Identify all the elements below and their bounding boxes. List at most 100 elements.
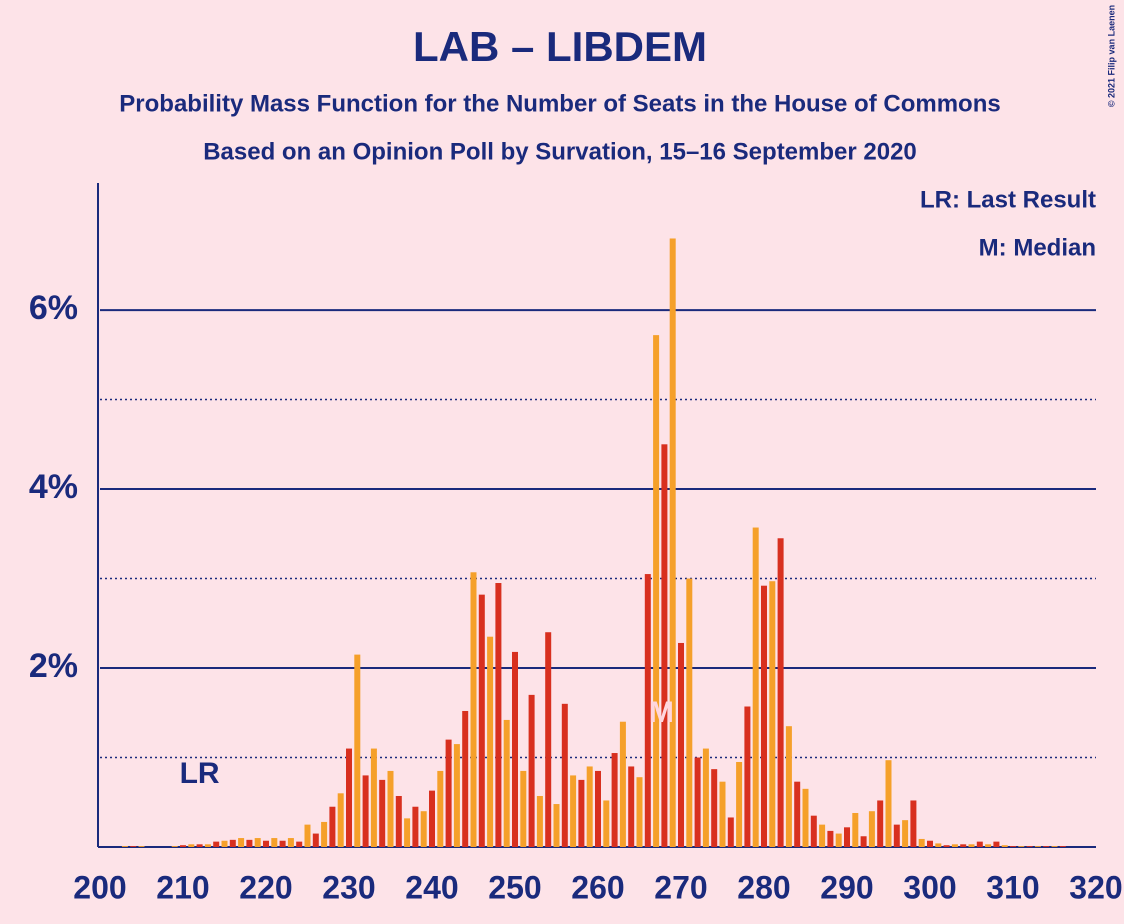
legend-entry: M: Median	[979, 234, 1096, 261]
bar	[445, 739, 452, 847]
bar	[902, 820, 909, 847]
bar	[611, 753, 618, 847]
bar	[603, 800, 610, 847]
bar	[429, 790, 435, 847]
bar	[478, 594, 485, 847]
bar	[453, 744, 460, 847]
bar	[536, 795, 543, 847]
bar	[387, 770, 394, 847]
bar	[910, 800, 917, 847]
bar	[860, 836, 867, 847]
bar	[976, 841, 983, 847]
bar	[512, 651, 518, 847]
legend-entry: LR: Last Result	[920, 186, 1096, 213]
bar	[354, 654, 361, 847]
bar	[487, 636, 494, 847]
bar	[221, 840, 228, 847]
bar	[628, 766, 635, 847]
bar	[769, 581, 776, 847]
bar	[777, 538, 784, 847]
bar	[578, 779, 585, 847]
bar	[520, 770, 527, 847]
median-marker: M	[649, 696, 674, 729]
bar	[312, 833, 319, 847]
bar	[636, 777, 643, 847]
bar	[171, 846, 178, 847]
bar	[362, 775, 369, 847]
bar	[1018, 846, 1025, 847]
chart-subtitle: Probability Mass Function for the Number…	[119, 90, 1000, 117]
x-tick-label: 320	[1069, 869, 1122, 905]
bar	[462, 710, 469, 847]
bar	[752, 527, 759, 847]
copyright: © 2021 Filip van Laenen	[1106, 5, 1116, 107]
bar	[661, 444, 668, 847]
bar	[1001, 845, 1008, 847]
bar	[437, 770, 444, 847]
bar	[985, 844, 992, 847]
y-tick-label: 4%	[29, 468, 78, 506]
bar	[993, 841, 1000, 847]
bar	[702, 748, 709, 847]
x-tick-label: 300	[903, 869, 956, 905]
x-tick-label: 260	[571, 869, 624, 905]
bar	[711, 769, 718, 847]
bar	[835, 833, 842, 847]
bar	[545, 632, 552, 847]
bar	[495, 583, 502, 847]
last-result-marker: LR	[180, 757, 220, 790]
x-tick-label: 220	[239, 869, 292, 905]
bar	[785, 726, 792, 847]
bar	[669, 238, 676, 847]
bar	[794, 781, 801, 847]
bar	[379, 779, 386, 847]
bar	[678, 642, 684, 847]
bar	[528, 694, 535, 847]
bar	[1010, 846, 1016, 847]
x-tick-label: 250	[488, 869, 541, 905]
y-tick-label: 2%	[29, 647, 78, 685]
bar	[960, 844, 967, 847]
bar	[1034, 846, 1041, 847]
bar	[337, 793, 344, 847]
chart-subtitle: Based on an Opinion Poll by Survation, 1…	[203, 138, 917, 165]
bar	[918, 838, 925, 847]
bar	[346, 748, 352, 847]
bar	[927, 840, 933, 847]
bar	[1026, 846, 1033, 847]
bar	[553, 804, 560, 847]
bar	[1059, 846, 1066, 847]
x-tick-label: 270	[654, 869, 707, 905]
chart-title: LAB – LIBDEM	[413, 23, 707, 70]
bar	[943, 845, 950, 847]
bar	[121, 846, 128, 847]
bar	[238, 838, 245, 847]
bar	[893, 824, 900, 847]
bar	[570, 775, 577, 847]
bar	[595, 770, 601, 847]
bar	[968, 844, 975, 847]
bar	[1051, 846, 1058, 847]
bar	[736, 761, 743, 847]
bar	[271, 838, 278, 847]
bar	[420, 811, 427, 847]
bar	[586, 766, 593, 847]
bar	[810, 815, 817, 847]
x-tick-label: 240	[405, 869, 458, 905]
bar	[279, 840, 286, 847]
x-tick-label: 200	[73, 869, 126, 905]
bar	[852, 812, 859, 847]
bar	[329, 806, 336, 847]
bar	[885, 760, 892, 847]
bar	[951, 844, 958, 847]
bar	[844, 827, 850, 847]
bar	[619, 721, 626, 847]
bar	[229, 839, 236, 847]
bar	[188, 844, 195, 847]
bar	[254, 838, 261, 847]
x-tick-label: 230	[322, 869, 375, 905]
bar	[802, 788, 809, 847]
x-tick-label: 210	[156, 869, 209, 905]
bar	[138, 846, 145, 847]
